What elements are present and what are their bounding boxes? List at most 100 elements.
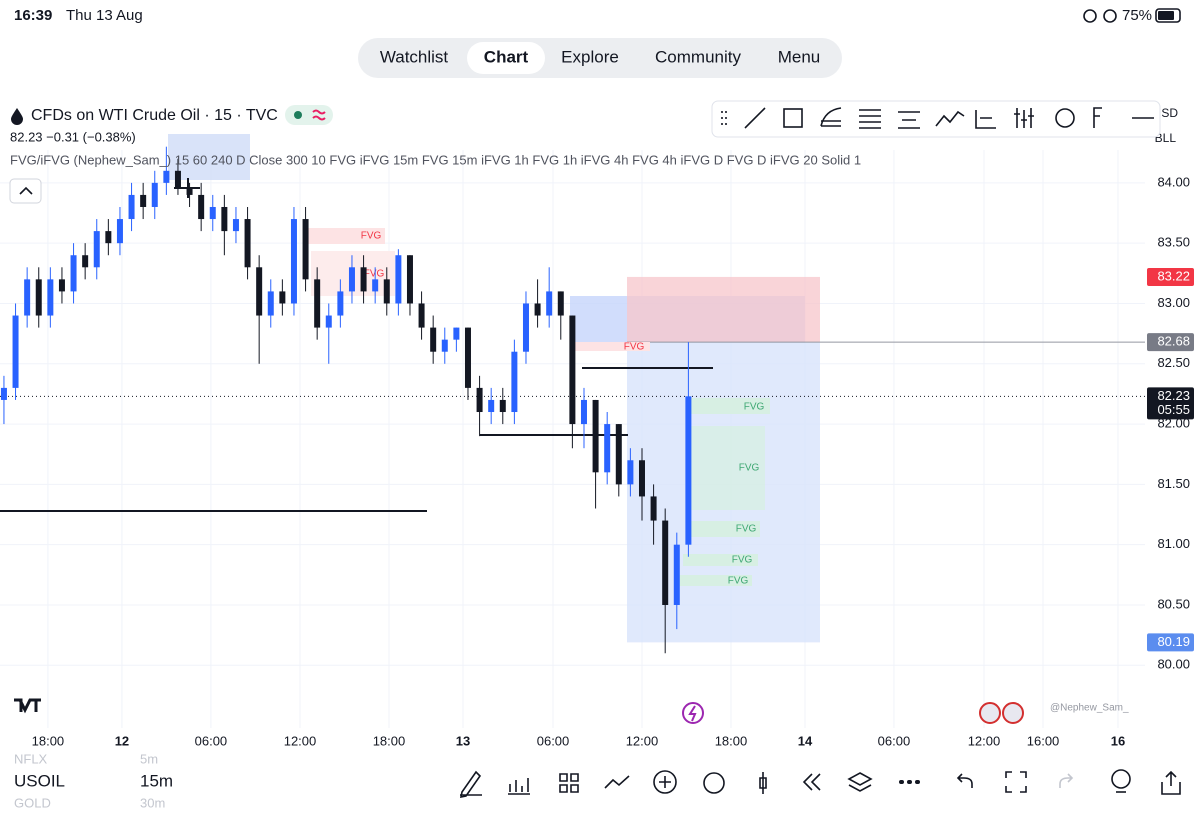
interval-current[interactable]: 15m bbox=[140, 771, 173, 790]
btn-layers[interactable] bbox=[847, 772, 873, 792]
fvg-box bbox=[690, 426, 765, 510]
tool-channel[interactable] bbox=[859, 109, 881, 129]
candle-body bbox=[638, 460, 645, 497]
tool-trendline[interactable] bbox=[744, 107, 766, 129]
event-bolt bbox=[688, 705, 697, 722]
candle-body bbox=[569, 315, 576, 425]
candle-body bbox=[360, 267, 367, 292]
status-pill[interactable] bbox=[285, 105, 333, 125]
btn-compare[interactable] bbox=[604, 775, 630, 789]
fvg-box bbox=[308, 228, 385, 244]
symbol-list-item[interactable]: NFLX bbox=[14, 751, 48, 766]
symbol-icon bbox=[11, 108, 23, 125]
btn-add-plus bbox=[659, 776, 671, 788]
btn-undo[interactable] bbox=[956, 773, 973, 788]
tool-flag[interactable] bbox=[1093, 107, 1102, 128]
x-tick-label: 12:00 bbox=[626, 733, 659, 748]
candle-body bbox=[221, 206, 228, 232]
tool-pattern[interactable] bbox=[935, 110, 965, 127]
btn-share[interactable] bbox=[1161, 770, 1181, 795]
interval-list-item[interactable]: 5m bbox=[140, 751, 158, 766]
status-wave bbox=[312, 109, 326, 121]
x-tick-label: 14 bbox=[798, 733, 813, 748]
symbol-title[interactable]: CFDs on WTI Crude Oil · 15 · TVC bbox=[31, 107, 278, 124]
candle-body bbox=[348, 267, 355, 292]
btn-chart-type[interactable] bbox=[759, 772, 767, 794]
event-flag[interactable] bbox=[1002, 702, 1024, 724]
candle-body bbox=[418, 303, 425, 328]
candle-body bbox=[35, 279, 42, 316]
candle-body bbox=[488, 399, 495, 413]
x-tick-label: 06:00 bbox=[537, 733, 570, 748]
tool-cycle[interactable] bbox=[1055, 108, 1075, 128]
price-marker-label: 82.68 bbox=[1157, 334, 1190, 349]
candle-body bbox=[604, 424, 611, 473]
candle-body bbox=[546, 291, 553, 316]
price-marker-label: 80.19 bbox=[1157, 634, 1190, 649]
logo bbox=[14, 698, 41, 714]
candle-body bbox=[151, 182, 158, 207]
candle-body bbox=[557, 291, 564, 316]
candle-body bbox=[476, 387, 483, 413]
candle-body bbox=[290, 219, 297, 304]
tab[interactable]: Explore bbox=[561, 47, 619, 66]
fvg-label: FVG bbox=[361, 231, 382, 242]
tab[interactable]: Watchlist bbox=[380, 47, 449, 66]
price-marker bbox=[1147, 387, 1194, 420]
status-icon bbox=[1103, 9, 1117, 23]
candle-body bbox=[232, 219, 239, 232]
y-tick-label: 84.00 bbox=[1157, 174, 1190, 189]
stop-zone bbox=[627, 276, 820, 343]
candle-body bbox=[82, 255, 89, 268]
tool-fib[interactable] bbox=[820, 107, 842, 127]
btn-fullscreen[interactable] bbox=[1005, 771, 1027, 793]
x-tick-label: 12:00 bbox=[968, 733, 1001, 748]
candle-body bbox=[337, 291, 344, 316]
x-tick-label: 18:00 bbox=[715, 733, 748, 748]
btn-replay[interactable] bbox=[802, 773, 821, 791]
candle-body bbox=[128, 194, 135, 220]
battery-icon bbox=[1155, 8, 1181, 23]
candle-body bbox=[186, 188, 193, 195]
y-tick-label: 83.50 bbox=[1157, 235, 1190, 250]
indicator-legend: FVG/iFVG (Nephew_Sam_) 15 60 240 D Close… bbox=[10, 152, 861, 167]
y-tick-label: 81.50 bbox=[1157, 476, 1190, 491]
candle-body bbox=[383, 279, 390, 304]
symbol-current[interactable]: USOIL bbox=[14, 771, 65, 790]
candle-body bbox=[534, 303, 541, 316]
btn-add[interactable] bbox=[653, 770, 677, 794]
btn-redo[interactable] bbox=[1059, 773, 1074, 788]
tool-measure[interactable] bbox=[975, 110, 996, 129]
candle-body bbox=[464, 327, 471, 388]
btn-draw[interactable] bbox=[459, 770, 482, 799]
interval-list-item[interactable]: 30m bbox=[140, 795, 165, 810]
drag-handle[interactable] bbox=[721, 111, 727, 125]
btn-ideas[interactable] bbox=[1111, 769, 1131, 789]
x-tick-label: 12:00 bbox=[284, 733, 317, 748]
candle-body bbox=[395, 255, 402, 304]
x-tick-label: 16 bbox=[1111, 733, 1125, 748]
tab[interactable]: Chart bbox=[484, 47, 529, 66]
tool-rectangle[interactable] bbox=[783, 108, 803, 128]
tool-bars[interactable] bbox=[1014, 108, 1034, 128]
candle-body bbox=[12, 315, 19, 388]
status-date: Thu 13 Aug bbox=[66, 7, 143, 24]
x-tick-label: 16:00 bbox=[1027, 733, 1060, 748]
event-flag[interactable] bbox=[979, 702, 1001, 724]
collapse-button[interactable] bbox=[9, 178, 42, 204]
x-tick-label: 13 bbox=[456, 733, 470, 748]
tool-position[interactable] bbox=[898, 111, 920, 129]
candle-body bbox=[662, 520, 669, 605]
x-tick-label: 18:00 bbox=[373, 733, 406, 748]
btn-indicators[interactable] bbox=[508, 778, 530, 795]
price-marker-label: 82.23 bbox=[1157, 388, 1190, 403]
tab[interactable]: Menu bbox=[778, 47, 821, 66]
fvg-box bbox=[168, 134, 250, 180]
btn-alert[interactable] bbox=[703, 772, 725, 794]
symbol-list-item[interactable]: GOLD bbox=[14, 795, 51, 810]
candle-body bbox=[244, 219, 251, 268]
tab[interactable]: Community bbox=[655, 47, 741, 66]
btn-layouts[interactable] bbox=[559, 773, 579, 793]
candle-body bbox=[302, 219, 309, 280]
